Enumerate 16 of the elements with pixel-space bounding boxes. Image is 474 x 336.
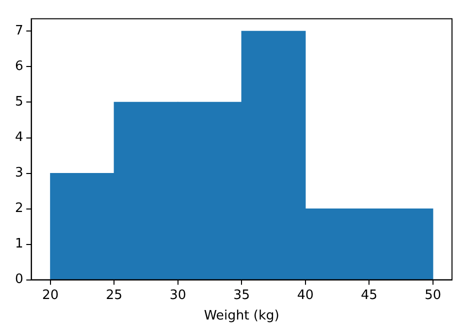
x-tick-label: 50 — [424, 288, 442, 303]
y-tick-label: 5 — [14, 94, 24, 110]
y-tick-label: 4 — [14, 130, 24, 146]
y-tick-label: 1 — [14, 236, 24, 252]
x-tick-label: 30 — [170, 288, 186, 303]
x-tick-label: 25 — [106, 288, 122, 303]
y-tick-label: 2 — [14, 201, 24, 216]
y-tick-label: 3 — [14, 166, 24, 181]
x-tick-label: 20 — [42, 288, 59, 303]
y-tick-label: 6 — [14, 59, 24, 74]
x-tick-label: 40 — [297, 288, 314, 303]
y-tick-label: 7 — [14, 24, 24, 39]
x-tick-label: 45 — [360, 288, 378, 303]
x-tick-label: 35 — [233, 288, 250, 303]
y-tick-label: 0 — [14, 272, 24, 288]
x-axis-title: Weight (kg) — [204, 308, 280, 324]
